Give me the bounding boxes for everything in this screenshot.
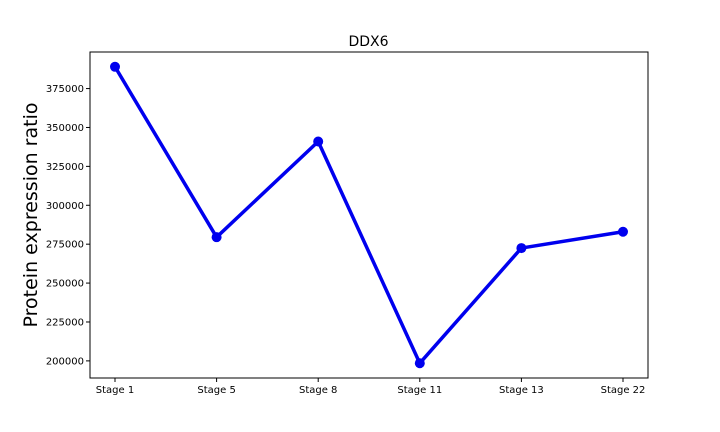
data-point — [516, 243, 527, 254]
y-tick-label: 200000 — [46, 356, 84, 367]
y-tick-label: 325000 — [46, 162, 84, 173]
x-tick-label: Stage 8 — [299, 385, 337, 396]
data-point — [414, 358, 425, 369]
x-axis-ticks: Stage 1 Stage 5 Stage 8 Stage 11 Stage 13 Sta… — [96, 378, 646, 396]
chart-title: DDX6 — [348, 34, 388, 50]
data-point — [211, 232, 222, 243]
y-tick-label: 250000 — [46, 279, 84, 290]
series-group — [110, 61, 628, 369]
y-axis-label: Protein expression ratio — [20, 103, 42, 328]
y-tick-label: 300000 — [46, 201, 84, 212]
x-tick-label: Stage 11 — [397, 385, 442, 396]
y-tick-label: 375000 — [46, 84, 84, 95]
plot-area-frame — [89, 51, 649, 379]
x-tick-label: Stage 13 — [499, 385, 544, 396]
x-tick-label: Stage 5 — [197, 385, 235, 396]
series-line — [113, 65, 624, 365]
data-point — [313, 136, 324, 147]
y-axis-ticks: 200000 225000 250000 275000 300000 325000 3500… — [46, 84, 90, 367]
y-tick-label: 275000 — [46, 240, 84, 251]
y-tick-label: 225000 — [46, 317, 84, 328]
y-tick-label: 350000 — [46, 123, 84, 134]
x-tick-label: Stage 1 — [96, 385, 134, 396]
data-point — [618, 226, 628, 237]
data-point — [110, 61, 120, 72]
x-tick-label: Stage 22 — [601, 385, 646, 396]
